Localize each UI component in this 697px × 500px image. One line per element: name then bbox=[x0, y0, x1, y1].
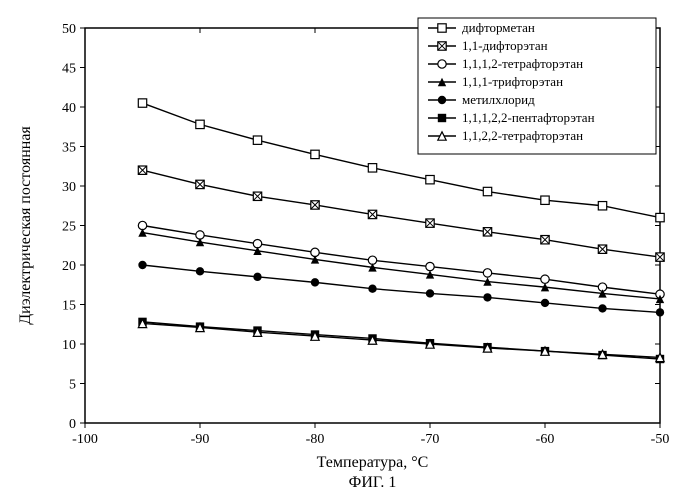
x-axis-label: Температура, °С bbox=[317, 454, 429, 471]
legend: дифторметан 1,1-дифторэтан 1,1,1,2-тетрафт… bbox=[418, 18, 656, 154]
legend-label: 1,1,1,2-тетрафторэтан bbox=[462, 56, 583, 71]
x-tick-label: -60 bbox=[536, 432, 555, 447]
y-tick-label: 45 bbox=[62, 62, 76, 77]
y-tick-label: 25 bbox=[62, 220, 76, 235]
x-tick-label: -80 bbox=[306, 432, 325, 447]
x-tick-label: -50 bbox=[651, 432, 670, 447]
chart-root: 0 5 10 15 20 25 30 35 40 45 50 -100 -90 -80 -70 -60 -50 Т… bbox=[0, 0, 697, 500]
legend-label: метилхлорид bbox=[462, 92, 535, 107]
legend-label: 1,1,2,2-тетрафторэтан bbox=[462, 128, 583, 143]
y-tick-label: 30 bbox=[62, 180, 76, 195]
legend-label: 1,1-дифторэтан bbox=[462, 38, 548, 53]
legend-label: 1,1,1-трифторэтан bbox=[462, 74, 563, 89]
y-tick-label: 35 bbox=[62, 141, 76, 156]
x-tick-label: -90 bbox=[191, 432, 210, 447]
legend-label: 1,1,1,2,2-пентафторэтан bbox=[462, 110, 595, 125]
x-tick-label: -70 bbox=[421, 432, 440, 447]
legend-label: дифторметан bbox=[462, 20, 535, 35]
y-tick-label: 15 bbox=[62, 299, 76, 314]
y-tick-label: 40 bbox=[62, 101, 76, 116]
figure-caption: ФИГ. 1 bbox=[349, 474, 397, 491]
y-tick-label: 0 bbox=[69, 417, 76, 432]
y-tick-label: 50 bbox=[62, 22, 76, 37]
y-tick-label: 10 bbox=[62, 338, 76, 353]
y-tick-label: 20 bbox=[62, 259, 76, 274]
y-axis-label: Диэлектрическая постоянная bbox=[17, 126, 34, 325]
y-tick-label: 5 bbox=[69, 378, 76, 393]
x-tick-label: -100 bbox=[72, 432, 98, 447]
